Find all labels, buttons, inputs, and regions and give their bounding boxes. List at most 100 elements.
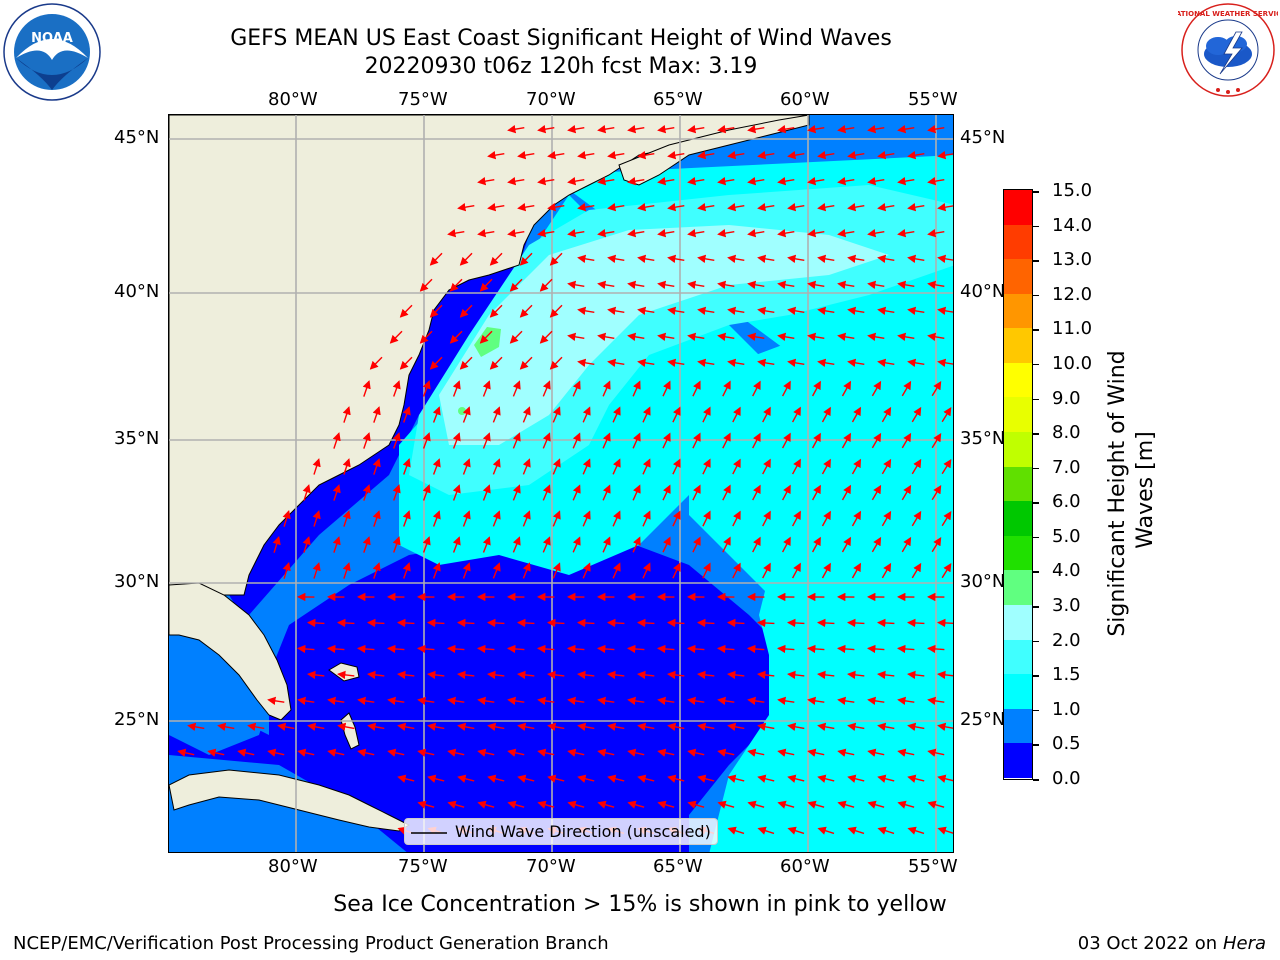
- wave-direction-arrow: [362, 380, 371, 397]
- lon-label-bottom-80w: 80°W: [268, 856, 318, 877]
- colorbar-tick: [1033, 536, 1039, 539]
- wave-direction-arrow: [462, 562, 471, 579]
- wave-direction-arrow: [717, 644, 735, 654]
- wave-direction-arrow: [607, 774, 625, 783]
- wave-direction-arrow: [607, 203, 625, 212]
- lat-label-right-35n: 35°N: [960, 428, 1006, 449]
- wave-direction-arrow: [777, 800, 795, 809]
- wave-direction-arrow: [537, 696, 555, 706]
- wave-direction-arrow: [851, 510, 861, 527]
- wave-direction-arrow: [552, 406, 561, 423]
- wave-direction-arrow: [637, 722, 655, 731]
- colorbar-segment: [1004, 362, 1032, 398]
- wave-direction-arrow: [519, 252, 533, 266]
- wave-direction-arrow: [722, 380, 731, 397]
- wave-direction-arrow: [867, 644, 885, 654]
- wave-direction-arrow: [477, 800, 495, 809]
- wave-direction-arrow: [757, 254, 775, 263]
- wave-direction-arrow: [567, 332, 585, 341]
- wave-direction-arrow: [867, 125, 885, 134]
- wave-direction-arrow: [447, 696, 465, 706]
- colorbar-segment: [1004, 743, 1032, 778]
- wave-direction-arrow: [362, 432, 371, 449]
- wave-direction-arrow: [567, 229, 585, 238]
- wind-wave-arrows: [177, 125, 953, 835]
- wave-direction-arrow: [312, 458, 321, 475]
- wave-direction-arrow: [851, 458, 861, 475]
- wave-direction-arrow: [811, 380, 821, 397]
- wave-direction-arrow: [931, 537, 942, 553]
- wave-direction-arrow: [747, 696, 765, 706]
- colorbar-tick-label: 13.0: [1052, 249, 1093, 271]
- wave-direction-arrow: [777, 229, 795, 238]
- wave-direction-arrow: [547, 774, 565, 783]
- wave-direction-arrow: [542, 484, 551, 501]
- wave-direction-arrow: [941, 563, 952, 579]
- wave-direction-arrow: [667, 306, 685, 315]
- wave-direction-arrow: [607, 670, 625, 680]
- wave-direction-arrow: [747, 280, 765, 289]
- colorbar-tick: [1033, 398, 1039, 401]
- colorbar-segment: [1004, 674, 1032, 709]
- colorbar-segment: [1004, 224, 1032, 260]
- lat-label-left-35n: 35°N: [114, 428, 160, 449]
- colorbar-tick-label: 3.0: [1052, 595, 1081, 617]
- wave-direction-arrow: [787, 722, 805, 731]
- wave-direction-arrow: [937, 722, 953, 731]
- wave-direction-arrow: [577, 774, 595, 783]
- wave-direction-arrow: [427, 722, 445, 731]
- wave-direction-arrow: [702, 562, 711, 579]
- wave-direction-arrow: [937, 151, 953, 160]
- wave-direction-arrow: [672, 458, 681, 475]
- wave-direction-arrow: [427, 774, 445, 783]
- wave-direction-arrow: [507, 229, 525, 238]
- wave-direction-arrow: [367, 722, 385, 731]
- wave-direction-arrow: [687, 748, 705, 757]
- wave-direction-arrow: [732, 510, 741, 527]
- wave-direction-arrow: [597, 800, 615, 809]
- colorbar-segment: [1004, 535, 1032, 571]
- wave-direction-arrow: [901, 432, 912, 449]
- wave-direction-arrow: [907, 670, 925, 680]
- wave-direction-arrow: [717, 229, 735, 238]
- wave-direction-arrow: [732, 406, 741, 423]
- wave-direction-arrow: [931, 485, 942, 501]
- wave-direction-arrow: [807, 280, 825, 289]
- wave-direction-arrow: [837, 696, 855, 706]
- wave-direction-arrow: [572, 432, 581, 449]
- wave-direction-arrow: [877, 306, 895, 315]
- wave-direction-arrow: [542, 536, 551, 553]
- wave-direction-arrow: [402, 458, 411, 475]
- wave-direction-arrow: [612, 510, 621, 527]
- wave-direction-arrow: [877, 254, 895, 263]
- wave-direction-arrow: [302, 536, 311, 553]
- wave-direction-arrow: [177, 748, 195, 757]
- wave-direction-arrow: [667, 358, 685, 367]
- wave-direction-arrow: [607, 254, 625, 263]
- wave-direction-arrow: [687, 125, 705, 134]
- wave-direction-arrow: [897, 177, 915, 186]
- wave-direction-arrow: [697, 618, 715, 628]
- wave-direction-arrow: [459, 356, 473, 370]
- wave-direction-arrow: [517, 151, 535, 160]
- wave-direction-arrow: [597, 644, 615, 654]
- wave-direction-arrow: [687, 644, 705, 654]
- wave-direction-arrow: [567, 644, 585, 654]
- wave-direction-arrow: [657, 644, 675, 654]
- wave-direction-arrow: [507, 800, 525, 809]
- wave-direction-arrow: [597, 280, 615, 289]
- wave-direction-arrow: [817, 722, 835, 731]
- wave-direction-arrow: [752, 432, 761, 449]
- wave-direction-arrow: [572, 536, 581, 553]
- lat-label-left-30n: 30°N: [114, 571, 160, 592]
- lon-label-bottom-60w: 60°W: [780, 856, 830, 877]
- wave-direction-arrow: [597, 125, 615, 134]
- wave-direction-arrow: [312, 562, 321, 579]
- wave-direction-arrow: [607, 358, 625, 367]
- colorbar-tick-label: 0.5: [1052, 733, 1081, 755]
- wave-direction-arrow: [672, 562, 681, 579]
- wave-direction-arrow: [757, 670, 775, 680]
- colorbar-segment: [1004, 397, 1032, 433]
- wave-direction-arrow: [727, 774, 745, 783]
- wave-direction-arrow: [512, 380, 521, 397]
